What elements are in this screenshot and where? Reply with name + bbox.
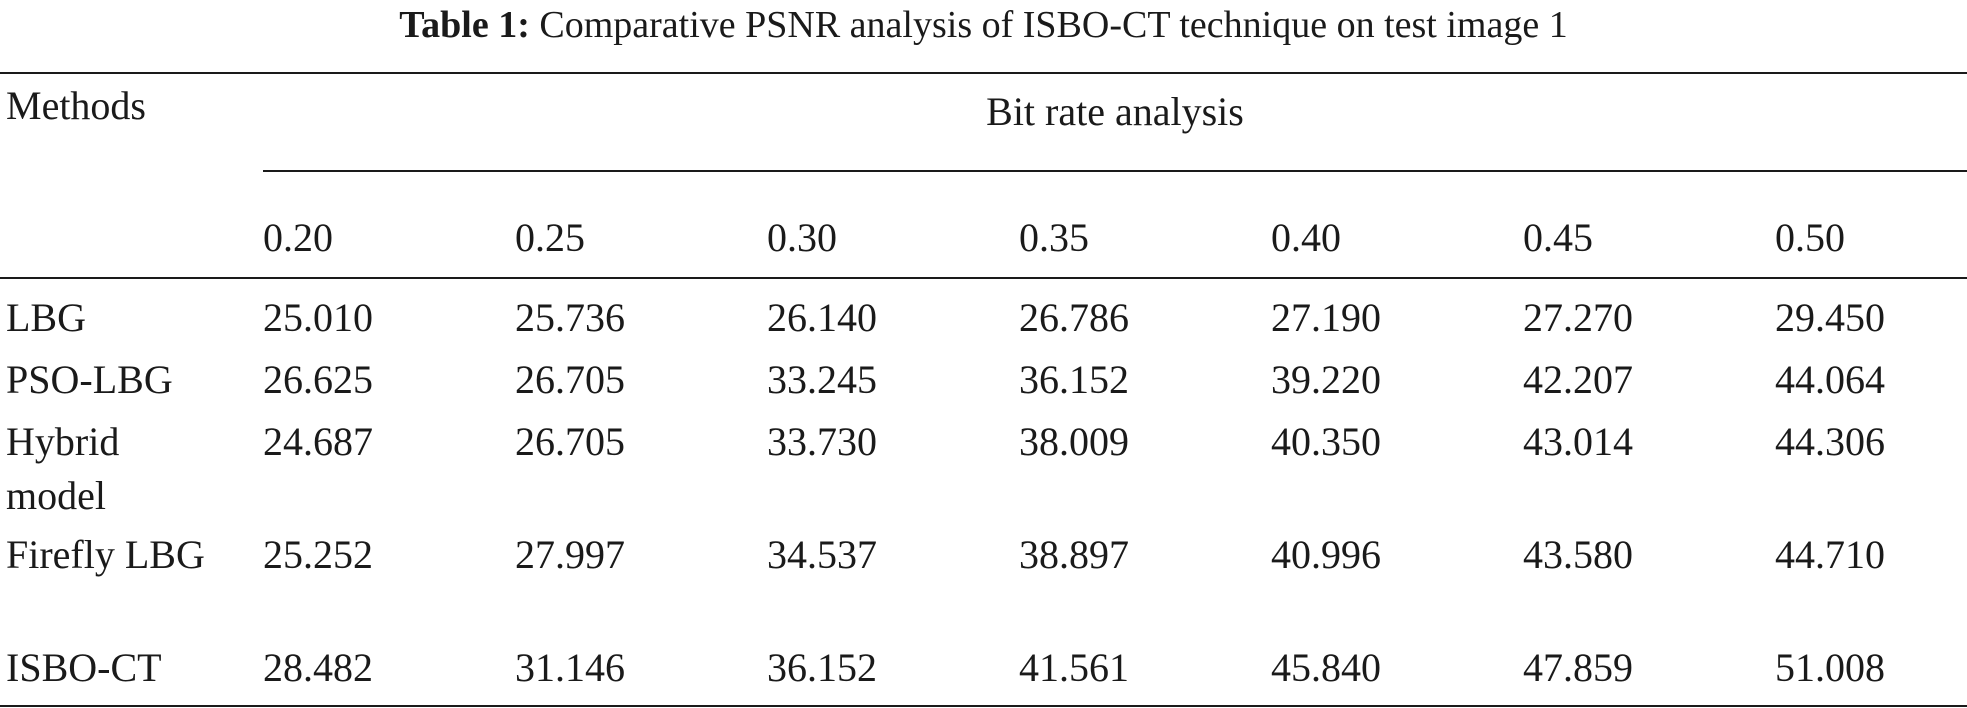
bit-rate-header: 0.45 — [1523, 215, 1593, 260]
method-name: LBG — [6, 295, 86, 340]
method-name: ISBO-CT — [6, 645, 162, 690]
psnr-value: 27.190 — [1271, 295, 1381, 340]
psnr-value: 51.008 — [1775, 645, 1885, 690]
psnr-value: 24.687 — [263, 419, 373, 464]
psnr-value: 26.705 — [515, 419, 625, 464]
psnr-value: 36.152 — [767, 645, 877, 690]
psnr-value: 27.997 — [515, 532, 625, 577]
psnr-value: 42.207 — [1523, 357, 1633, 402]
bit-rate-header-row: 0.20 0.25 0.30 0.35 0.40 0.45 0.50 — [0, 212, 1967, 264]
psnr-value: 36.152 — [1019, 357, 1129, 402]
psnr-value: 38.009 — [1019, 419, 1129, 464]
bit-rate-header: 0.30 — [767, 215, 837, 260]
methods-column-header: Methods — [6, 83, 146, 128]
psnr-value: 27.270 — [1523, 295, 1633, 340]
header-bottom-rule — [0, 277, 1967, 279]
psnr-value: 39.220 — [1271, 357, 1381, 402]
psnr-value: 33.245 — [767, 357, 877, 402]
psnr-value: 26.625 — [263, 357, 373, 402]
psnr-value: 45.840 — [1271, 645, 1381, 690]
table-row: ISBO-CT 28.482 31.146 36.152 41.561 45.8… — [0, 641, 1967, 701]
table-row: LBG 25.010 25.736 26.140 26.786 27.190 2… — [0, 291, 1967, 351]
psnr-value: 34.537 — [767, 532, 877, 577]
table-caption-label: Table 1: — [399, 4, 530, 46]
psnr-value: 25.736 — [515, 295, 625, 340]
psnr-value: 33.730 — [767, 419, 877, 464]
psnr-value: 47.859 — [1523, 645, 1633, 690]
psnr-value: 44.710 — [1775, 532, 1885, 577]
psnr-value: 28.482 — [263, 645, 373, 690]
psnr-value: 40.350 — [1271, 419, 1381, 464]
psnr-value: 43.014 — [1523, 419, 1633, 464]
psnr-value: 26.786 — [1019, 295, 1129, 340]
table-row: Hybrid model 24.687 26.705 33.730 38.009… — [0, 415, 1967, 525]
bit-rate-header: 0.20 — [263, 215, 333, 260]
psnr-value: 38.897 — [1019, 532, 1129, 577]
group-header-rule — [263, 170, 1967, 172]
bit-rate-header: 0.25 — [515, 215, 585, 260]
table-caption: Table 1: Comparative PSNR analysis of IS… — [0, 0, 1967, 58]
psnr-value: 44.064 — [1775, 357, 1885, 402]
bit-rate-header: 0.50 — [1775, 215, 1845, 260]
psnr-value: 25.010 — [263, 295, 373, 340]
method-name: Hybrid model — [6, 419, 120, 518]
psnr-value: 31.146 — [515, 645, 625, 690]
table-row: PSO-LBG 26.625 26.705 33.245 36.152 39.2… — [0, 353, 1967, 413]
psnr-value: 26.140 — [767, 295, 877, 340]
psnr-value: 29.450 — [1775, 295, 1885, 340]
table-bottom-rule — [0, 705, 1967, 707]
psnr-value: 41.561 — [1019, 645, 1129, 690]
psnr-value: 43.580 — [1523, 532, 1633, 577]
table-caption-text: Comparative PSNR analysis of ISBO-CT tec… — [539, 4, 1568, 46]
method-name: PSO-LBG — [6, 357, 173, 402]
method-name: Firefly LBG — [6, 532, 205, 577]
table-row: Firefly LBG 25.252 27.997 34.537 38.897 … — [0, 528, 1967, 638]
table-top-rule — [0, 72, 1967, 74]
bit-rate-header: 0.40 — [1271, 215, 1341, 260]
bit-rate-group-header: Bit rate analysis — [986, 89, 1244, 134]
bit-rate-header: 0.35 — [1019, 215, 1089, 260]
psnr-value: 44.306 — [1775, 419, 1885, 464]
psnr-value: 26.705 — [515, 357, 625, 402]
psnr-value: 25.252 — [263, 532, 373, 577]
psnr-value: 40.996 — [1271, 532, 1381, 577]
